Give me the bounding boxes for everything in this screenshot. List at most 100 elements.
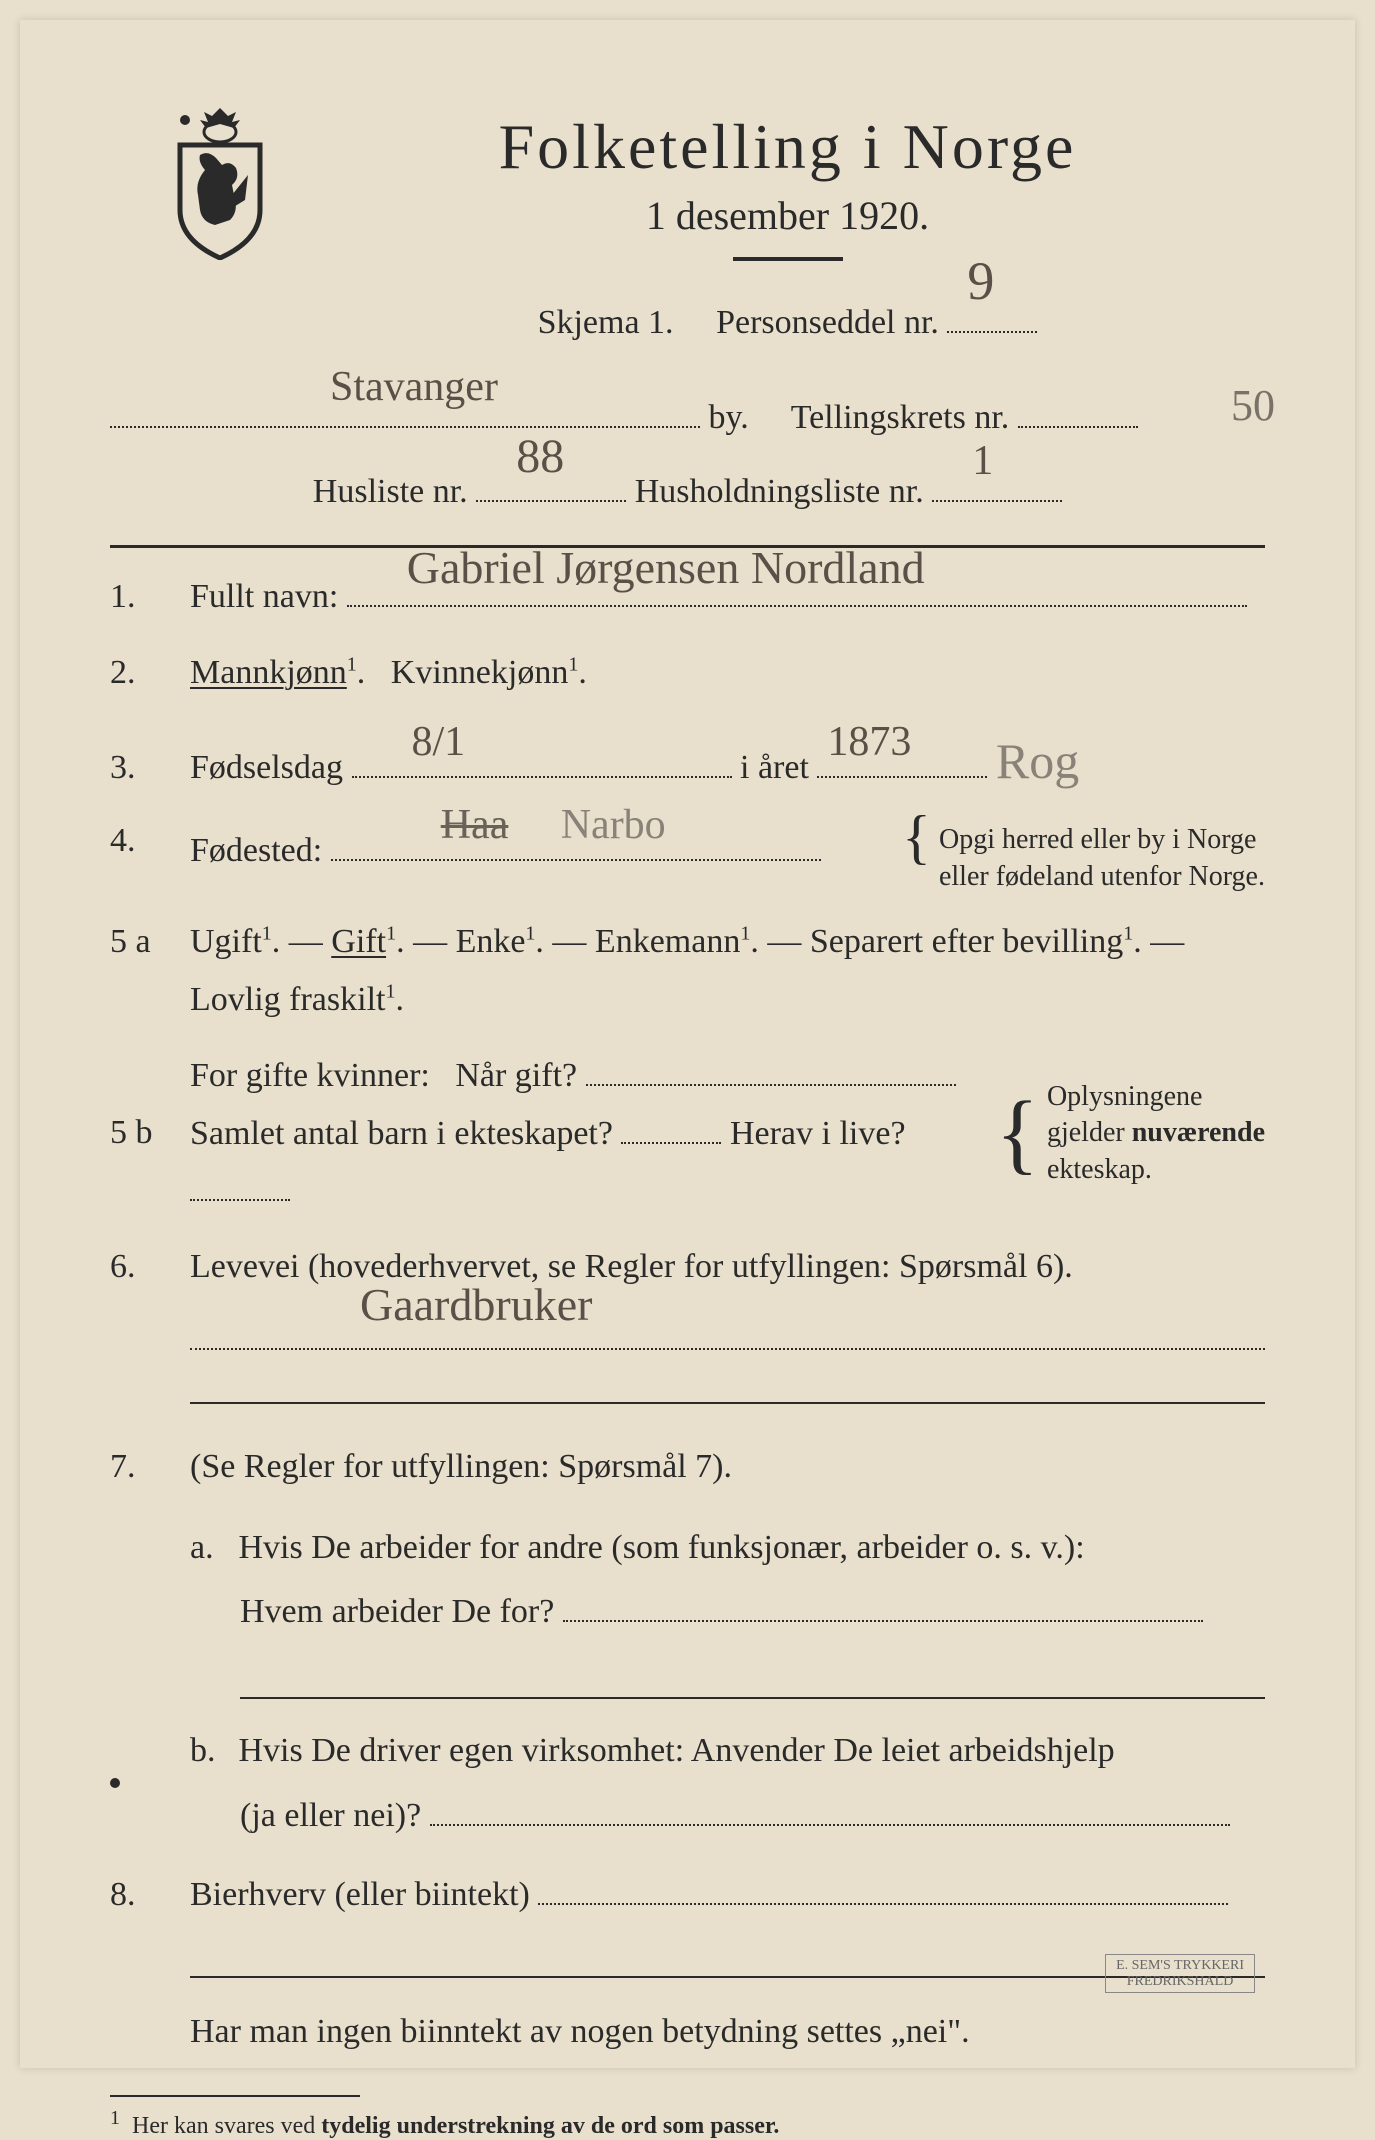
printer-line1: E. SEM'S TRYKKERI (1116, 1958, 1244, 1973)
husliste-value: 88 (516, 411, 564, 502)
title-divider (733, 257, 843, 261)
coat-of-arms-icon (160, 100, 280, 260)
closing-note: Har man ingen biinntekt av nogen betydni… (190, 2000, 1265, 2065)
q5a-gift: Gift (331, 923, 386, 960)
by-label: by. (709, 399, 749, 436)
schema-line: Skjema 1. Personseddel nr. 9 (310, 291, 1265, 356)
q3-day-value: 8/1 (412, 707, 466, 778)
q6-field: Gaardbruker (190, 1300, 1265, 1350)
q8-field-line2 (190, 1928, 1265, 1978)
question-1: 1. Fullt navn: Gabriel Jørgensen Nordlan… (110, 568, 1265, 626)
q7a-text2: Hvem arbeider De for? (240, 1593, 554, 1630)
q2-num: 2. (110, 654, 170, 692)
q1-num: 1. (110, 578, 170, 616)
subtitle: 1 desember 1920. (310, 192, 1265, 239)
q5b-note-line2: gjelder nuværende (1047, 1115, 1265, 1151)
footnote: 1 Her kan svares ved tydelig understrekn… (110, 2107, 1265, 2140)
q6-field-line2 (190, 1354, 1265, 1404)
q3-num: 3. (110, 749, 170, 787)
personseddel-value: 9 (967, 230, 994, 333)
q5a-body: Ugift1. — Gift1. — Enke1. — Enkemann1. —… (190, 913, 1265, 1029)
title-block: Folketelling i Norge 1 desember 1920. Sk… (310, 100, 1265, 356)
personseddel-field: 9 (947, 331, 1037, 333)
husholdning-label: Husholdningsliste nr. (635, 473, 924, 510)
skjema-label: Skjema 1. (538, 304, 674, 341)
q7b-text2: (ja eller nei)? (240, 1797, 421, 1834)
question-4: 4. Fødested: Haa Narbo { Opgi herred ell… (110, 822, 1265, 895)
q4-note-line2: eller fødeland utenfor Norge. (939, 859, 1265, 895)
q6-value: Gaardbruker (360, 1266, 592, 1344)
q4-value: Narbo (561, 790, 666, 861)
q5a-enke: Enke (456, 923, 526, 960)
question-5b: 5 b For gifte kvinner: Når gift? Samlet … (110, 1047, 1265, 1220)
q5b-for-gifte: For gifte kvinner: (190, 1057, 430, 1094)
husliste-field: 88 (476, 500, 626, 502)
q8-body: Bierhverv (eller biintekt) (190, 1866, 1265, 1982)
husholdning-value: 1 (972, 422, 993, 502)
q8-num: 8. (110, 1876, 170, 1914)
q3-year-label: i året (740, 749, 809, 786)
husliste-line: Husliste nr. 88 Husholdningsliste nr. 1 (110, 460, 1265, 525)
q5a-lovlig: Lovlig fraskilt (190, 981, 385, 1018)
q7b-text1: Hvis De driver egen virksomhet: Anvender… (239, 1732, 1115, 1769)
stray-dot (180, 115, 190, 125)
q5a-ugift: Ugift (190, 923, 262, 960)
census-form-page: Folketelling i Norge 1 desember 1920. Sk… (20, 20, 1355, 2068)
q6-label: Levevei (hovederhvervet, se Regler for u… (190, 1248, 1073, 1285)
personseddel-label: Personseddel nr. (716, 304, 939, 341)
q3-year-value: 1873 (827, 707, 911, 778)
q3-body: Fødselsdag 8/1 i året 1873 Rog (190, 719, 1265, 804)
q7a-label: a. (190, 1516, 230, 1581)
q5b-body: For gifte kvinner: Når gift? Samlet anta… (190, 1047, 1265, 1220)
q5b-note-line3: ekteskap. (1047, 1152, 1265, 1188)
question-5a: 5 a Ugift1. — Gift1. — Enke1. — Enkemann… (110, 913, 1265, 1029)
q4-field: Haa Narbo (331, 859, 821, 861)
q5b-note: Oplysningene gjelder nuværende ekteskap. (1039, 1079, 1265, 1188)
q5b-herav-field (190, 1199, 290, 1201)
question-6: 6. Levevei (hovederhvervet, se Regler fo… (110, 1238, 1265, 1408)
q5b-samlet: Samlet antal barn i ekteskapet? (190, 1115, 613, 1152)
question-8: 8. Bierhverv (eller biintekt) (110, 1866, 1265, 1982)
q1-value: Gabriel Jørgensen Nordland (407, 529, 925, 607)
husholdning-field: 1 (932, 500, 1062, 502)
q7a-field (563, 1620, 1203, 1622)
brace-icon: { (902, 822, 931, 852)
footnote-sup: 1 (110, 2107, 120, 2129)
q5b-samlet-field (621, 1142, 721, 1144)
q7b-field (430, 1824, 1230, 1826)
printer-stamp: E. SEM'S TRYKKERI FREDRIKSHALD (1105, 1954, 1255, 1993)
question-7: 7. (Se Regler for utfyllingen: Spørsmål … (110, 1438, 1265, 1848)
q3-day-field: 8/1 (352, 776, 732, 778)
brace-icon: { (996, 1111, 1039, 1156)
q1-field: Gabriel Jørgensen Nordland (347, 605, 1247, 607)
q7-intro: (Se Regler for utfyllingen: Spørsmål 7). (190, 1448, 732, 1485)
q5b-nar-gift: Når gift? (455, 1057, 577, 1094)
q7-num: 7. (110, 1448, 170, 1486)
q8-label: Bierhverv (eller biintekt) (190, 1876, 530, 1913)
q7b-label: b. (190, 1719, 230, 1784)
q4-label: Fødested: (190, 832, 322, 869)
q5b-herav: Herav i live? (730, 1115, 906, 1152)
footnote-rule (110, 2095, 360, 2097)
main-title: Folketelling i Norge (310, 110, 1265, 184)
q1-label: Fullt navn: (190, 578, 338, 615)
q5b-nar-field (586, 1084, 956, 1086)
q4-crossed-value: Haa (441, 790, 509, 861)
q1-body: Fullt navn: Gabriel Jørgensen Nordland (190, 568, 1265, 626)
q7a: a. Hvis De arbeider for andre (som funks… (190, 1516, 1265, 1699)
city-line: Stavanger by. Tellingskrets nr. (110, 386, 1265, 451)
q4-num: 4. (110, 822, 170, 860)
q5a-num: 5 a (110, 923, 170, 961)
q8-field (538, 1903, 1228, 1905)
question-3: 3. Fødselsdag 8/1 i året 1873 Rog (110, 719, 1265, 804)
q7a-field-line2 (240, 1649, 1265, 1699)
q6-num: 6. (110, 1248, 170, 1286)
tellingskrets-field (1018, 426, 1138, 428)
q2-mann: Mannkjønn (190, 654, 347, 691)
q5a-separert: Separert efter bevilling (810, 923, 1123, 960)
q2-kvinne: Kvinnekjønn (391, 654, 569, 691)
q2-body: Mannkjønn1. Kvinnekjønn1. (190, 644, 1265, 702)
q6-body: Levevei (hovederhvervet, se Regler for u… (190, 1238, 1265, 1408)
city-value: Stavanger (330, 348, 498, 428)
q3-label: Fødselsdag (190, 749, 343, 786)
